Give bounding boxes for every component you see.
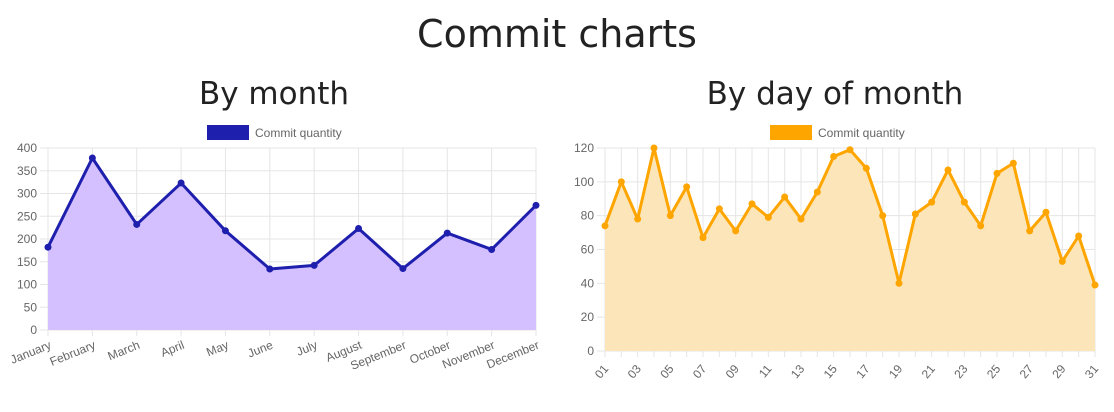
y-tick-label: 40 xyxy=(581,276,595,290)
legend-swatch xyxy=(770,125,812,140)
chart-by-day-of-month: Commit quantity 0 20 40 60 80 100 120 01 03 05 07 09… xyxy=(574,125,1102,381)
data-point xyxy=(715,205,723,213)
series-line xyxy=(46,156,538,271)
y-tick-label: 60 xyxy=(581,243,595,257)
data-point xyxy=(399,265,407,273)
data-point xyxy=(443,229,451,237)
x-tick-label: 21 xyxy=(919,362,939,381)
chart-panel-by-month: By month Commit quantity 0 50 100 150 200 250 3… xyxy=(0,68,548,373)
data-point xyxy=(879,212,887,220)
y-tick-label: 350 xyxy=(17,164,37,178)
y-tick-label: 0 xyxy=(587,344,594,358)
x-tick-label: February xyxy=(48,338,98,369)
data-point xyxy=(88,154,96,162)
data-point xyxy=(488,245,496,253)
chart-by-month: Commit quantity 0 50 100 150 200 250 300 350 400 J… xyxy=(8,125,541,373)
x-tick-label: January xyxy=(8,338,53,367)
legend-label: Commit quantity xyxy=(255,126,342,140)
data-point xyxy=(797,215,805,223)
data-point xyxy=(993,169,1001,177)
data-point xyxy=(748,200,756,208)
x-tick-label: May xyxy=(204,338,230,359)
chart-title: By month xyxy=(198,76,350,112)
data-point xyxy=(960,198,968,206)
chart-panel-by-day-of-month: By day of month Commit quantity 0 20 40 60 80… xyxy=(556,68,1114,381)
y-tick-label: 100 xyxy=(574,175,594,189)
x-tick-label: 31 xyxy=(1082,362,1102,381)
y-tick-label: 120 xyxy=(574,141,594,155)
legend-swatch xyxy=(207,125,249,140)
data-point xyxy=(683,183,691,191)
data-point xyxy=(221,227,229,235)
data-point xyxy=(764,213,772,221)
data-point xyxy=(911,210,919,218)
data-point xyxy=(177,179,185,187)
x-tick-label: 07 xyxy=(690,362,710,381)
x-tick-label: 15 xyxy=(821,362,841,381)
x-tick-label: 11 xyxy=(756,362,775,381)
data-point xyxy=(310,261,318,269)
y-tick-label: 250 xyxy=(17,209,37,223)
y-tick-label: 50 xyxy=(24,300,38,314)
x-tick-label: March xyxy=(106,338,142,363)
data-point xyxy=(977,222,985,230)
x-tick-label: April xyxy=(159,338,187,360)
y-tick-label: 150 xyxy=(17,255,37,269)
data-point xyxy=(1009,159,1017,167)
page-title: Commit charts xyxy=(417,12,697,56)
y-tick-label: 300 xyxy=(17,187,37,201)
data-point xyxy=(699,234,707,242)
x-tick-label: 25 xyxy=(984,362,1004,381)
data-point xyxy=(650,144,658,152)
x-tick-label: 01 xyxy=(592,362,612,381)
data-point xyxy=(862,164,870,172)
y-tick-label: 80 xyxy=(581,209,595,223)
data-point xyxy=(355,225,363,233)
x-tick-label: July xyxy=(294,338,319,359)
x-tick-label: 13 xyxy=(788,362,808,381)
x-tick-label: 23 xyxy=(951,362,971,381)
data-point xyxy=(732,227,740,235)
data-point xyxy=(1058,257,1066,265)
data-point xyxy=(266,265,274,273)
data-point xyxy=(928,198,936,206)
data-point xyxy=(846,146,854,154)
x-tick-label: 03 xyxy=(625,362,645,381)
x-tick-label: 05 xyxy=(657,362,677,381)
y-tick-label: 100 xyxy=(17,278,37,292)
y-tick-label: 400 xyxy=(17,141,37,155)
chart-title: By day of month xyxy=(706,76,964,112)
legend-label: Commit quantity xyxy=(818,126,905,140)
data-point xyxy=(1091,281,1099,289)
data-point xyxy=(1042,208,1050,216)
data-point xyxy=(133,220,141,228)
x-tick-label: June xyxy=(246,338,276,361)
data-point xyxy=(813,188,821,196)
series-area xyxy=(605,148,1095,351)
x-tick-label: 17 xyxy=(853,362,873,381)
data-point xyxy=(666,212,674,220)
data-point xyxy=(781,193,789,201)
x-tick-label: 19 xyxy=(886,362,906,381)
data-point xyxy=(532,201,540,209)
data-point xyxy=(1075,232,1083,240)
data-point xyxy=(830,152,838,160)
data-point xyxy=(634,215,642,223)
y-tick-label: 200 xyxy=(17,232,37,246)
data-point xyxy=(601,222,609,230)
y-tick-label: 20 xyxy=(581,310,595,324)
data-point xyxy=(1026,227,1034,235)
data-point xyxy=(44,243,52,251)
data-point xyxy=(895,279,903,287)
x-tick-label: 29 xyxy=(1049,362,1069,381)
x-tick-label: 27 xyxy=(1017,362,1037,381)
y-tick-label: 0 xyxy=(30,323,37,337)
series-area xyxy=(48,158,536,330)
data-point xyxy=(944,166,952,174)
x-tick-label: 09 xyxy=(723,362,743,381)
data-point xyxy=(617,178,625,186)
